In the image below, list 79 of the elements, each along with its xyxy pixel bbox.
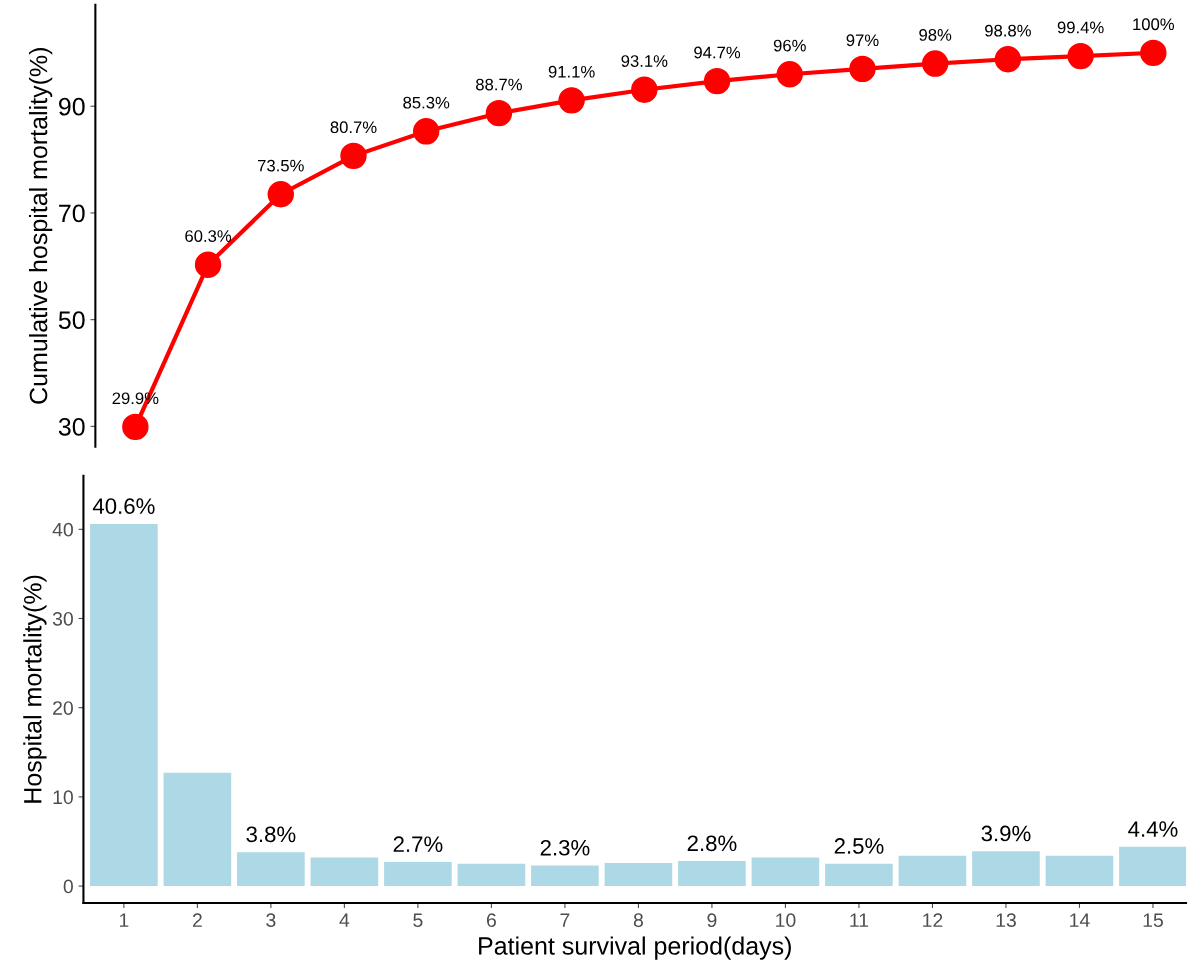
point [413, 118, 440, 145]
point [485, 99, 513, 127]
bar [237, 852, 305, 887]
y-tick-label: 50 [58, 311, 85, 329]
x-tick-label: 6 [486, 913, 496, 928]
data-label: 3.9% [981, 825, 1031, 842]
x-tick-label: 9 [707, 913, 717, 928]
point [849, 55, 876, 83]
data-label: 100% [1133, 18, 1175, 31]
y-tick-label: 70 [59, 204, 85, 223]
data-label: 94.7% [694, 46, 741, 59]
data-label: 3.8% [246, 826, 296, 843]
y-axis-title: Cumulative hospital mortality(%) [28, 48, 53, 404]
data-label: 73.5% [258, 159, 304, 172]
data-label: 98% [919, 29, 952, 41]
data-label: 80.7% [330, 121, 377, 134]
data-label: 2.5% [834, 838, 884, 854]
x-tick-label: 4 [339, 913, 350, 927]
x-tick-label: 2 [192, 913, 202, 927]
x-tick-label: 10 [776, 913, 796, 928]
x-tick-label: 5 [413, 913, 423, 928]
data-label: 60.3% [185, 230, 232, 242]
y-tick-label: 0 [63, 879, 73, 894]
data-label: 91.1% [548, 65, 595, 78]
data-label: 2.8% [687, 835, 737, 852]
bar [90, 523, 158, 887]
data-label: 2.7% [393, 836, 443, 852]
bar [457, 863, 526, 887]
point [122, 413, 149, 441]
bar [678, 861, 746, 887]
point [340, 142, 367, 170]
bar [825, 863, 893, 887]
bar [310, 857, 379, 887]
bar [604, 862, 673, 887]
bar [1119, 846, 1187, 887]
data-label: 85.3% [403, 96, 450, 109]
x-tick-label: 7 [560, 913, 570, 927]
x-tick-label: 11 [850, 913, 869, 927]
bar [531, 865, 599, 887]
point [1140, 39, 1167, 67]
data-label: 97% [846, 34, 879, 47]
bar [898, 855, 967, 887]
y-tick-label: 30 [58, 417, 85, 436]
point [267, 181, 294, 208]
point [558, 87, 585, 114]
y-tick-label: 20 [53, 701, 73, 715]
data-label: 96% [773, 39, 806, 52]
point [194, 251, 222, 278]
y-axis-title: Hospital mortality(%) [23, 575, 47, 803]
data-label: 40.6% [92, 498, 155, 515]
x-tick-label: 15 [1143, 913, 1163, 928]
point [1067, 42, 1094, 70]
x-tick-label: 3 [266, 913, 276, 928]
data-label: 98.8% [985, 24, 1031, 37]
data-label: 99.4% [1057, 21, 1104, 34]
data-label: 93.1% [621, 55, 668, 67]
bar [384, 862, 452, 887]
x-tick-label: 1 [119, 913, 129, 927]
x-tick-label: 8 [633, 913, 643, 928]
y-tick-label: 40 [52, 522, 73, 537]
y-tick-label: 10 [53, 790, 73, 805]
point [631, 76, 658, 103]
x-tick-label: 12 [923, 913, 943, 927]
point [776, 61, 803, 88]
bar [972, 851, 1040, 887]
x-tick-label: 13 [996, 913, 1016, 928]
bar [751, 857, 820, 887]
data-label: 4.4% [1128, 821, 1178, 837]
point [703, 67, 731, 95]
point [994, 46, 1022, 73]
bar [1045, 855, 1114, 887]
bar [163, 772, 232, 887]
y-tick-label: 90 [59, 97, 85, 116]
data-label: 88.7% [476, 78, 522, 91]
point [921, 50, 949, 77]
x-axis-title: Patient survival period(days) [479, 936, 791, 960]
y-tick-label: 30 [52, 611, 73, 626]
data-label: 2.3% [540, 839, 590, 856]
x-tick-label: 14 [1070, 913, 1090, 927]
